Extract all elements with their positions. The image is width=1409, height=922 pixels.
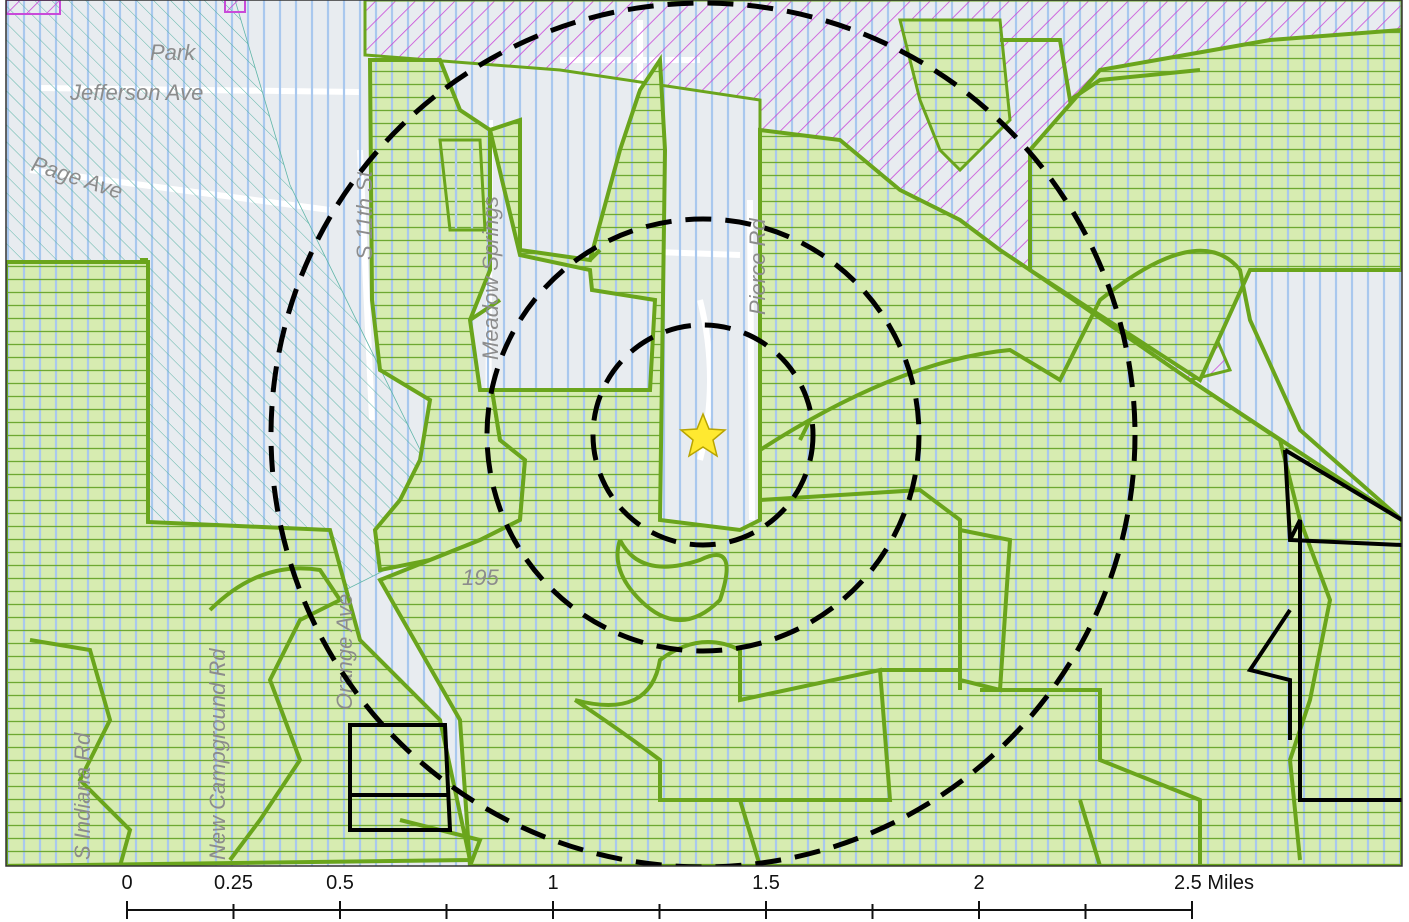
magenta-hatch-corner-2 — [224, 0, 246, 13]
outer-ring — [268, 0, 1138, 866]
label-s-indiana-rd: S Indiana Rd — [70, 732, 95, 860]
middle-ring — [484, 216, 922, 654]
buffer-rings — [268, 0, 1138, 866]
green-zone-northeast — [1028, 27, 1402, 383]
label-park: Park — [150, 40, 196, 65]
scale-bar-label: 0 — [121, 872, 132, 894]
scale-bar-label: 1.5 — [752, 872, 780, 894]
label-jefferson-ave: Jefferson Ave — [69, 80, 203, 105]
label-meadow-springs: Meadow Springs — [478, 196, 503, 360]
green-zone-west — [6, 260, 473, 866]
label-pierce-rd: Pierce Rd — [745, 218, 770, 315]
scale-bar: 0 0.25 0.5 1 1.5 2 2.5 Miles — [121, 872, 1254, 919]
black-parcel-outlines — [348, 448, 1402, 832]
green-zone-notch — [438, 138, 487, 232]
map-border — [5, 0, 1403, 867]
label-route: 195 — [462, 565, 499, 590]
scale-bar-label: 2.5 Miles — [1174, 872, 1254, 894]
map-frame: Park Jefferson Ave Page Ave S 11th St Me… — [6, 0, 1402, 866]
label-s-11th-st: S 11th St — [352, 170, 377, 260]
magenta-hatch-corner — [6, 0, 61, 15]
green-zone-north-parcel — [898, 18, 1012, 173]
scale-bar-label: 2 — [973, 872, 984, 894]
scale-bar-label: 0.5 — [326, 872, 354, 894]
label-new-campground-rd: New Campground Rd — [205, 648, 230, 860]
scale-bar-label: 0.25 — [214, 872, 253, 894]
scale-bar-label: 1 — [547, 872, 558, 894]
star-icon[interactable] — [679, 411, 727, 458]
inner-ring — [590, 322, 816, 548]
